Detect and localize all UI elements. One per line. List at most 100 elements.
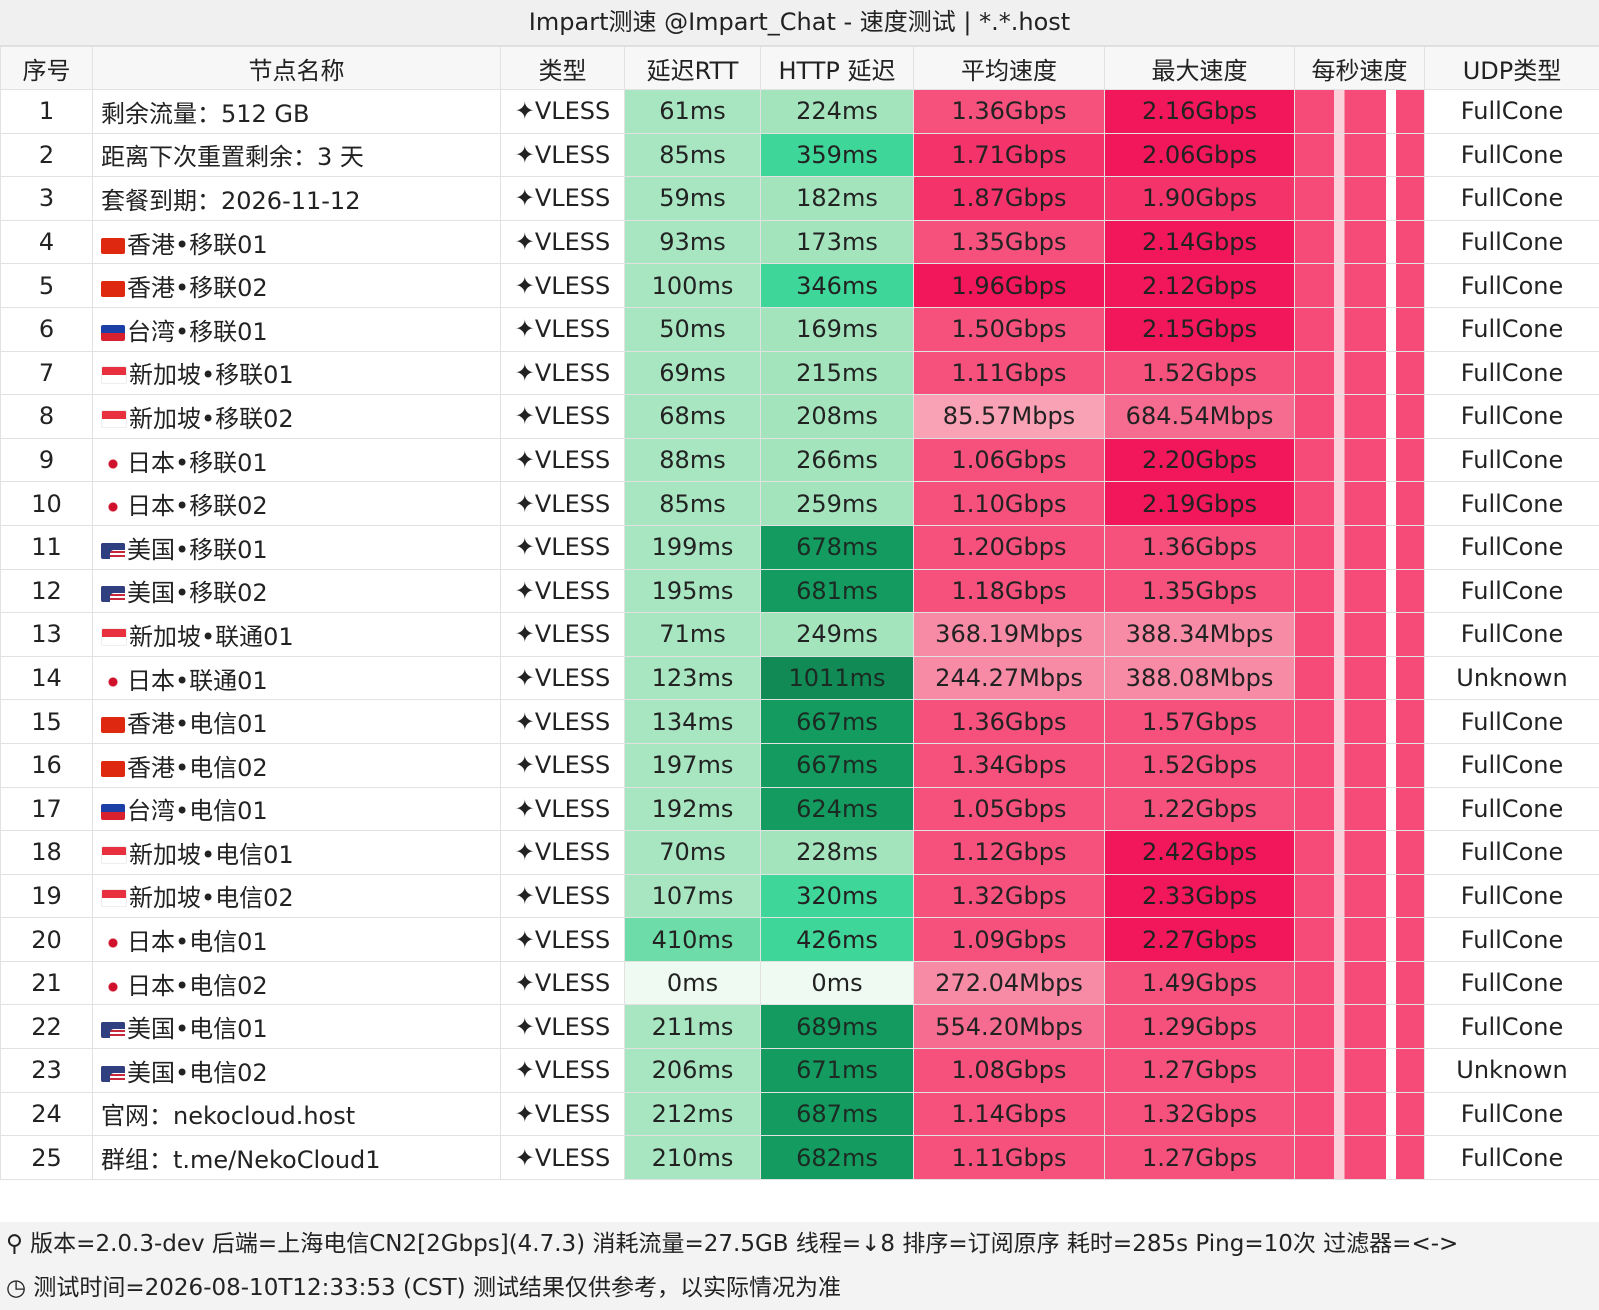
avg-speed: 1.10Gbps [913,481,1105,526]
node-name: 美国•移联01 [92,524,501,570]
max-speed: 1.27Gbps [1104,1048,1295,1093]
protocol-icon: ✦ [514,620,535,649]
protocol-text: VLESS [534,838,611,867]
table-row: 16 香港•电信02 ✦VLESS 197ms 667ms 1.34Gbps 1.52Gbp… [0,742,1599,788]
row-index: 23 [0,1048,93,1093]
speed-sparkline [1294,742,1425,788]
udp-type: FullCone [1424,1135,1599,1180]
rtt-latency: 192ms [624,786,761,832]
max-speed: 2.27Gbps [1104,917,1295,962]
udp-type: Unknown [1424,1048,1599,1093]
udp-type: FullCone [1424,1091,1599,1137]
avg-speed: 272.04Mbps [913,960,1105,1006]
speed-sparkline [1294,960,1425,1006]
node-name-text: 日本•移联02 [127,492,268,521]
row-index: 13 [0,612,93,657]
speed-sparkline [1294,568,1425,614]
node-name-text: 套餐到期：2026-11-12 [101,186,361,215]
avg-speed: 1.36Gbps [913,89,1105,134]
max-speed: 1.29Gbps [1104,1004,1295,1050]
rtt-latency: 107ms [624,873,761,919]
protocol-text: VLESS [534,140,611,169]
flag-icon [101,281,125,298]
speed-sparkline [1294,437,1425,483]
row-index: 10 [0,481,93,526]
max-speed: 1.22Gbps [1104,786,1295,832]
row-index: 1 [0,89,93,134]
speed-sparkline [1294,830,1425,875]
max-speed: 2.06Gbps [1104,132,1295,178]
flag-icon [101,845,127,864]
rtt-latency: 93ms [624,219,761,265]
row-index: 3 [0,176,93,221]
table-row: 12 美国•移联02 ✦VLESS 195ms 681ms 1.18Gbps 1.35Gbp… [0,568,1599,614]
node-name: 香港•移联01 [92,219,501,265]
protocol-icon: ✦ [514,1012,535,1041]
protocol-icon: ✦ [514,140,535,169]
http-latency: 224ms [760,89,914,134]
udp-type: FullCone [1424,219,1599,265]
rtt-latency: 123ms [624,655,761,701]
max-speed: 1.27Gbps [1104,1135,1295,1180]
node-name-text: 日本•移联01 [127,448,268,477]
protocol-text: VLESS [534,489,611,518]
column-header: 延迟RTT [624,46,761,90]
rtt-latency: 134ms [624,699,761,744]
table-row: 21 日本•电信02 ✦VLESS 0ms 0ms 272.04Mbps 1.49Gbps F… [0,960,1599,1006]
row-index: 18 [0,830,93,875]
max-speed: 684.54Mbps [1104,394,1295,439]
icon: ◷ [6,1275,34,1301]
flag-icon [101,499,125,516]
protocol-text: VLESS [534,620,611,649]
node-name: 新加坡•联通01 [92,612,501,657]
flag-icon [101,542,125,559]
max-speed: 388.34Mbps [1104,612,1295,657]
column-header: 最大速度 [1104,46,1295,90]
protocol-text: VLESS [534,707,611,736]
node-name-text: 美国•电信02 [127,1058,268,1087]
max-speed: 2.42Gbps [1104,830,1295,875]
row-index: 6 [0,306,93,352]
table-row: 7 新加坡•移联01 ✦VLESS 69ms 215ms 1.11Gbps 1.52Gbps… [0,350,1599,396]
protocol-icon: ✦ [514,489,535,518]
node-name-text: 新加坡•电信02 [129,884,294,913]
rtt-latency: 61ms [624,89,761,134]
rtt-latency: 210ms [624,1135,761,1180]
table-row: 23 美国•电信02 ✦VLESS 206ms 671ms 1.08Gbps 1.27Gbp… [0,1048,1599,1093]
protocol-icon: ✦ [514,533,535,562]
row-index: 2 [0,132,93,178]
table-row: 13 新加坡•联通01 ✦VLESS 71ms 249ms 368.19Mbps 388.3… [0,612,1599,657]
node-name: 套餐到期：2026-11-12 [92,176,501,221]
avg-speed: 1.11Gbps [913,1135,1105,1180]
avg-speed: 85.57Mbps [913,394,1105,439]
protocol: ✦VLESS [500,132,625,178]
protocol-icon: ✦ [514,184,535,213]
http-latency: 689ms [760,1004,914,1050]
max-speed: 1.49Gbps [1104,960,1295,1006]
row-index: 8 [0,394,93,439]
node-name-text: 香港•电信02 [127,753,268,782]
max-speed: 1.90Gbps [1104,176,1295,221]
protocol-text: VLESS [534,881,611,910]
protocol: ✦VLESS [500,568,625,614]
row-index: 19 [0,873,93,919]
speed-sparkline [1294,306,1425,352]
protocol-icon: ✦ [514,402,535,431]
flag-icon [101,366,127,385]
protocol-text: VLESS [534,402,611,431]
udp-type: FullCone [1424,830,1599,875]
flag-icon [101,1022,125,1039]
node-name-text: 台湾•移联01 [127,317,268,346]
avg-speed: 1.05Gbps [913,786,1105,832]
table-row: 15 香港•电信01 ✦VLESS 134ms 667ms 1.36Gbps 1.57Gbp… [0,699,1599,744]
node-name-text: 美国•移联02 [127,579,268,608]
flag-icon [101,237,125,254]
udp-type: FullCone [1424,917,1599,962]
avg-speed: 1.09Gbps [913,917,1105,962]
avg-speed: 1.06Gbps [913,437,1105,483]
node-name: 新加坡•移联01 [92,350,501,396]
http-latency: 0ms [760,960,914,1006]
footer-line: ⚲ 版本=2.0.3-dev 后端=上海电信CN2[2Gbps](4.7.3) … [0,1222,1599,1266]
speed-sparkline [1294,1135,1425,1180]
rtt-latency: 68ms [624,394,761,439]
